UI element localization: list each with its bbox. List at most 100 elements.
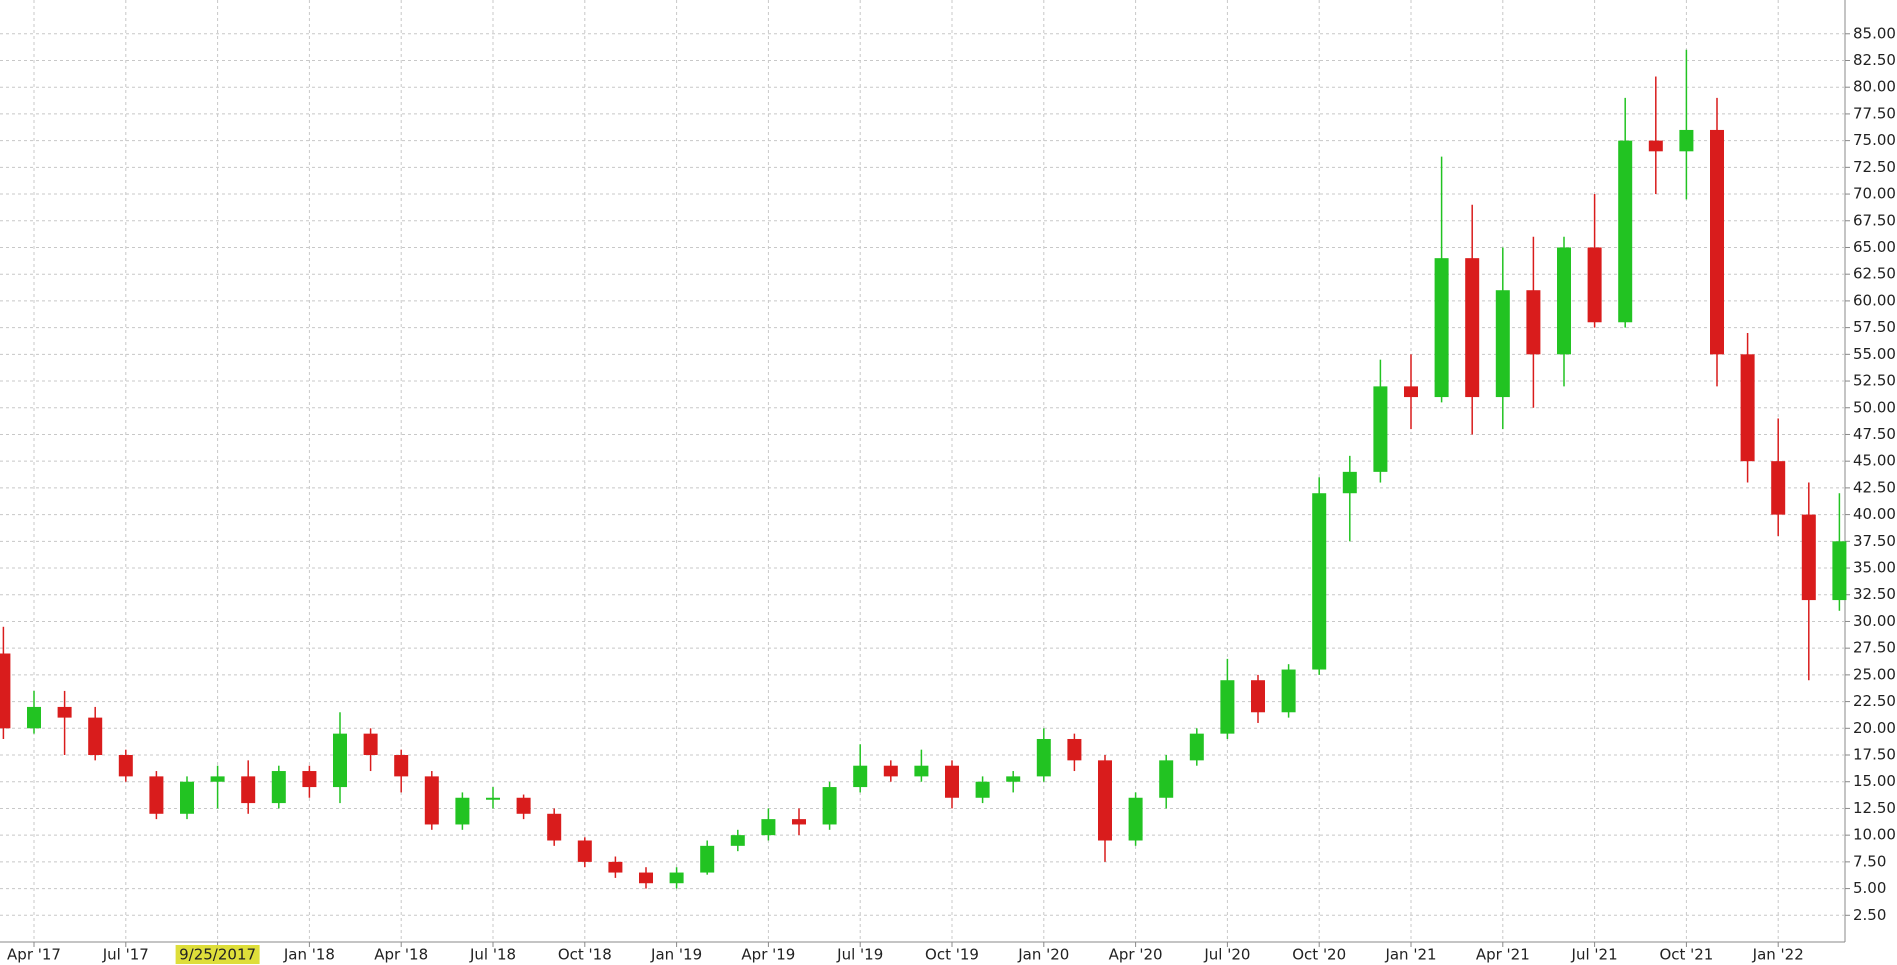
- x-tick-label: Jan '19: [650, 946, 702, 964]
- candle-body: [1434, 258, 1449, 398]
- candle-body: [394, 755, 409, 777]
- candle-body: [118, 755, 133, 777]
- x-tick-label: Apr '19: [741, 946, 795, 964]
- y-tick-label: 12.50: [1853, 799, 1896, 817]
- candle-body: [577, 840, 592, 862]
- y-tick-label: 62.50: [1853, 265, 1896, 283]
- candle-body: [424, 776, 439, 825]
- candle-body: [1281, 669, 1296, 713]
- candle-body: [333, 733, 347, 788]
- y-tick-label: 75.00: [1853, 131, 1896, 149]
- candle-body: [1557, 247, 1571, 355]
- candle-body: [1189, 733, 1204, 761]
- y-tick-label: 47.50: [1853, 425, 1896, 443]
- x-tick-label: Apr '18: [374, 946, 428, 964]
- y-tick-label: 60.00: [1853, 291, 1896, 309]
- candle-body: [1587, 247, 1602, 323]
- candle-body: [1832, 541, 1847, 601]
- x-tick-label: Jan '22: [1752, 946, 1804, 964]
- x-tick-label: Oct '19: [925, 946, 979, 964]
- candle-body: [1373, 386, 1388, 472]
- candle-body: [1740, 354, 1755, 462]
- y-tick-label: 40.00: [1853, 505, 1896, 523]
- candle-body: [1342, 471, 1357, 494]
- candle-body: [822, 787, 837, 825]
- y-tick-label: 32.50: [1853, 585, 1896, 603]
- y-tick-label: 7.50: [1853, 852, 1886, 870]
- y-tick-label: 10.00: [1853, 826, 1896, 844]
- y-tick-label: 85.00: [1853, 24, 1896, 42]
- x-tick-label: Jul '18: [469, 946, 516, 964]
- y-tick-label: 42.50: [1853, 478, 1896, 496]
- candle-body: [363, 733, 378, 756]
- y-tick-label: 45.00: [1853, 452, 1896, 470]
- candle-body: [1495, 290, 1510, 398]
- x-tick-label: Jan '20: [1017, 946, 1069, 964]
- y-tick-label: 52.50: [1853, 372, 1896, 390]
- candle-body: [516, 797, 531, 814]
- candle-body: [149, 776, 164, 814]
- candle-body: [486, 797, 500, 800]
- candle-body: [271, 771, 286, 804]
- candle-body: [853, 765, 868, 788]
- y-tick-label: 37.50: [1853, 532, 1896, 550]
- candle-body: [1710, 129, 1724, 355]
- candle-body: [1618, 140, 1633, 323]
- y-tick-label: 30.00: [1853, 612, 1896, 630]
- x-tick-label: Jul '19: [836, 946, 883, 964]
- candle-body: [1679, 129, 1694, 152]
- candle-body: [180, 781, 194, 814]
- candle-body: [1220, 680, 1235, 734]
- candle-body: [669, 872, 684, 884]
- candle-body: [27, 706, 41, 729]
- y-tick-label: 15.00: [1853, 772, 1896, 790]
- candle-body: [0, 653, 11, 729]
- y-tick-label: 5.00: [1853, 879, 1886, 897]
- y-tick-label: 27.50: [1853, 639, 1896, 657]
- x-tick-label: Jan '21: [1384, 946, 1436, 964]
- y-tick-label: 65.00: [1853, 238, 1896, 256]
- x-tick-label: Jul '17: [102, 946, 149, 964]
- y-tick-label: 70.00: [1853, 185, 1896, 203]
- candle-body: [1312, 493, 1327, 670]
- candle-body: [1067, 738, 1082, 761]
- candle-body: [945, 765, 959, 798]
- candle-body: [1404, 386, 1418, 398]
- x-tick-label: Apr '21: [1476, 946, 1530, 964]
- candle-body: [1771, 461, 1786, 515]
- candle-body: [730, 835, 745, 846]
- candle-body: [883, 765, 898, 777]
- candle-body: [700, 845, 715, 873]
- y-tick-label: 72.50: [1853, 158, 1896, 176]
- candle-body: [608, 861, 623, 873]
- candle-body: [1128, 797, 1143, 841]
- y-tick-label: 50.00: [1853, 398, 1896, 416]
- candle-body: [1098, 760, 1112, 841]
- y-tick-label: 22.50: [1853, 692, 1896, 710]
- x-tick-label: Apr '20: [1109, 946, 1163, 964]
- candle-body: [1159, 760, 1174, 798]
- candle-body: [792, 819, 806, 825]
- y-tick-label: 35.00: [1853, 559, 1896, 577]
- candle-body: [547, 813, 562, 841]
- x-tick-label: Oct '18: [558, 946, 612, 964]
- y-tick-label: 67.50: [1853, 211, 1896, 229]
- y-tick-label: 25.00: [1853, 665, 1896, 683]
- x-tick-label: Apr '17: [7, 946, 61, 964]
- y-tick-label: 57.50: [1853, 318, 1896, 336]
- candle-body: [1526, 290, 1541, 355]
- candle-body: [975, 781, 990, 798]
- y-tick-label: 80.00: [1853, 78, 1896, 96]
- candle-body: [241, 776, 256, 804]
- y-tick-label: 82.50: [1853, 51, 1896, 69]
- candle-body: [210, 776, 225, 782]
- y-tick-label: 2.50: [1853, 906, 1886, 924]
- x-tick-label: Oct '20: [1292, 946, 1346, 964]
- candle-body: [455, 797, 470, 825]
- candle-body: [1465, 258, 1480, 398]
- candle-body: [302, 771, 317, 788]
- x-tick-label: 9/25/2017: [179, 946, 256, 964]
- y-tick-label: 77.50: [1853, 104, 1896, 122]
